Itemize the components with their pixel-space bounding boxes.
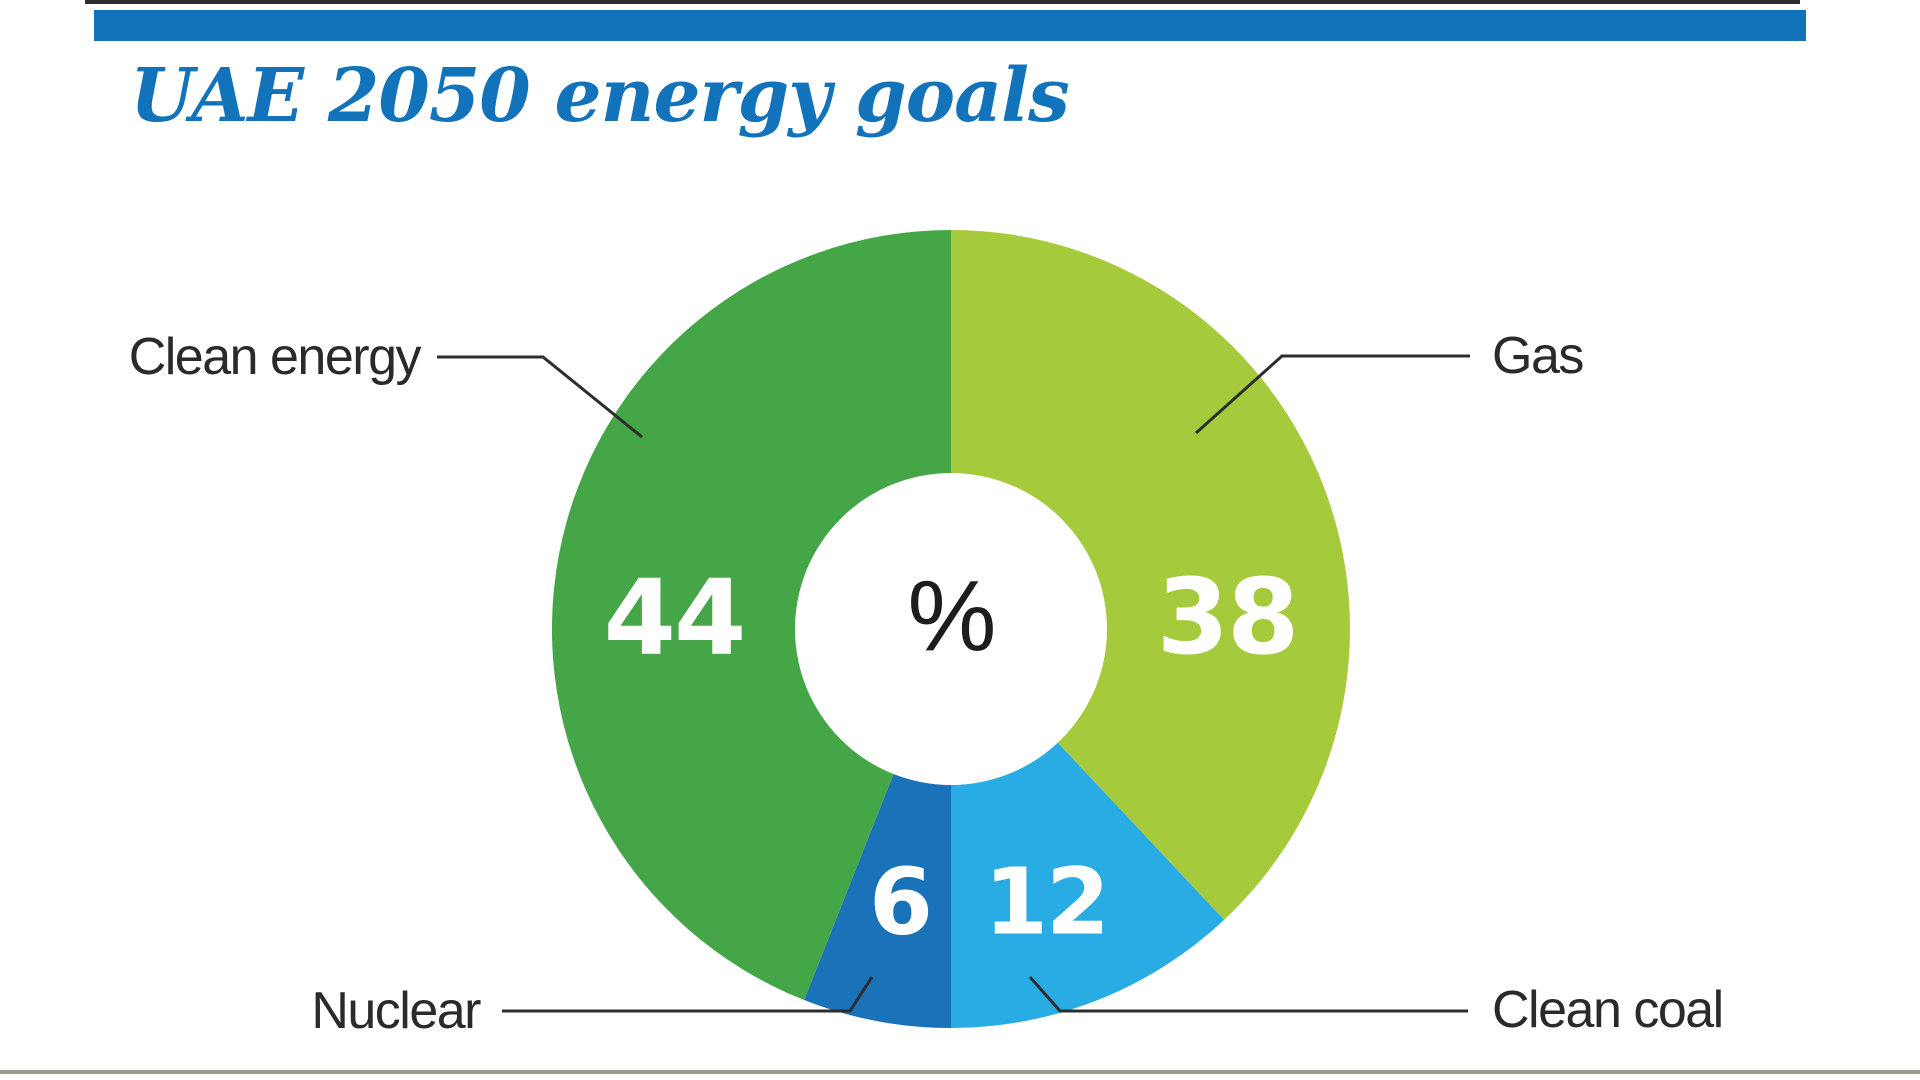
leader-line-nuclear: [502, 976, 874, 1013]
slice-value-gas: 38: [1156, 556, 1300, 678]
top-accent-bar: [94, 10, 1806, 41]
slice-value-nuclear: 6: [868, 848, 933, 956]
donut-slices: [551, 230, 1351, 1028]
bottom-edge-line: [0, 1070, 1920, 1074]
top-edge-line: [85, 0, 1800, 4]
leader-line-gas: [1194, 354, 1470, 435]
percent-symbol: %: [907, 560, 997, 673]
slice-label-gas: Gas: [1492, 327, 1584, 385]
page-title: UAE 2050 energy goals: [130, 53, 1070, 139]
slice-clean-energy: [551, 230, 951, 1000]
slice-label-nuclear: Nuclear: [311, 982, 481, 1040]
leader-line-clean-coal: [1028, 976, 1468, 1013]
leader-line-clean-energy: [437, 355, 643, 439]
slice-value-clean-energy: 44: [603, 557, 747, 679]
slice-label-clean-coal: Clean coal: [1492, 981, 1724, 1039]
slice-label-clean-energy: Clean energy: [128, 328, 422, 386]
slice-value-clean-coal: 12: [983, 848, 1110, 956]
donut-hole: [795, 473, 1107, 785]
slice-gas: [951, 230, 1351, 920]
